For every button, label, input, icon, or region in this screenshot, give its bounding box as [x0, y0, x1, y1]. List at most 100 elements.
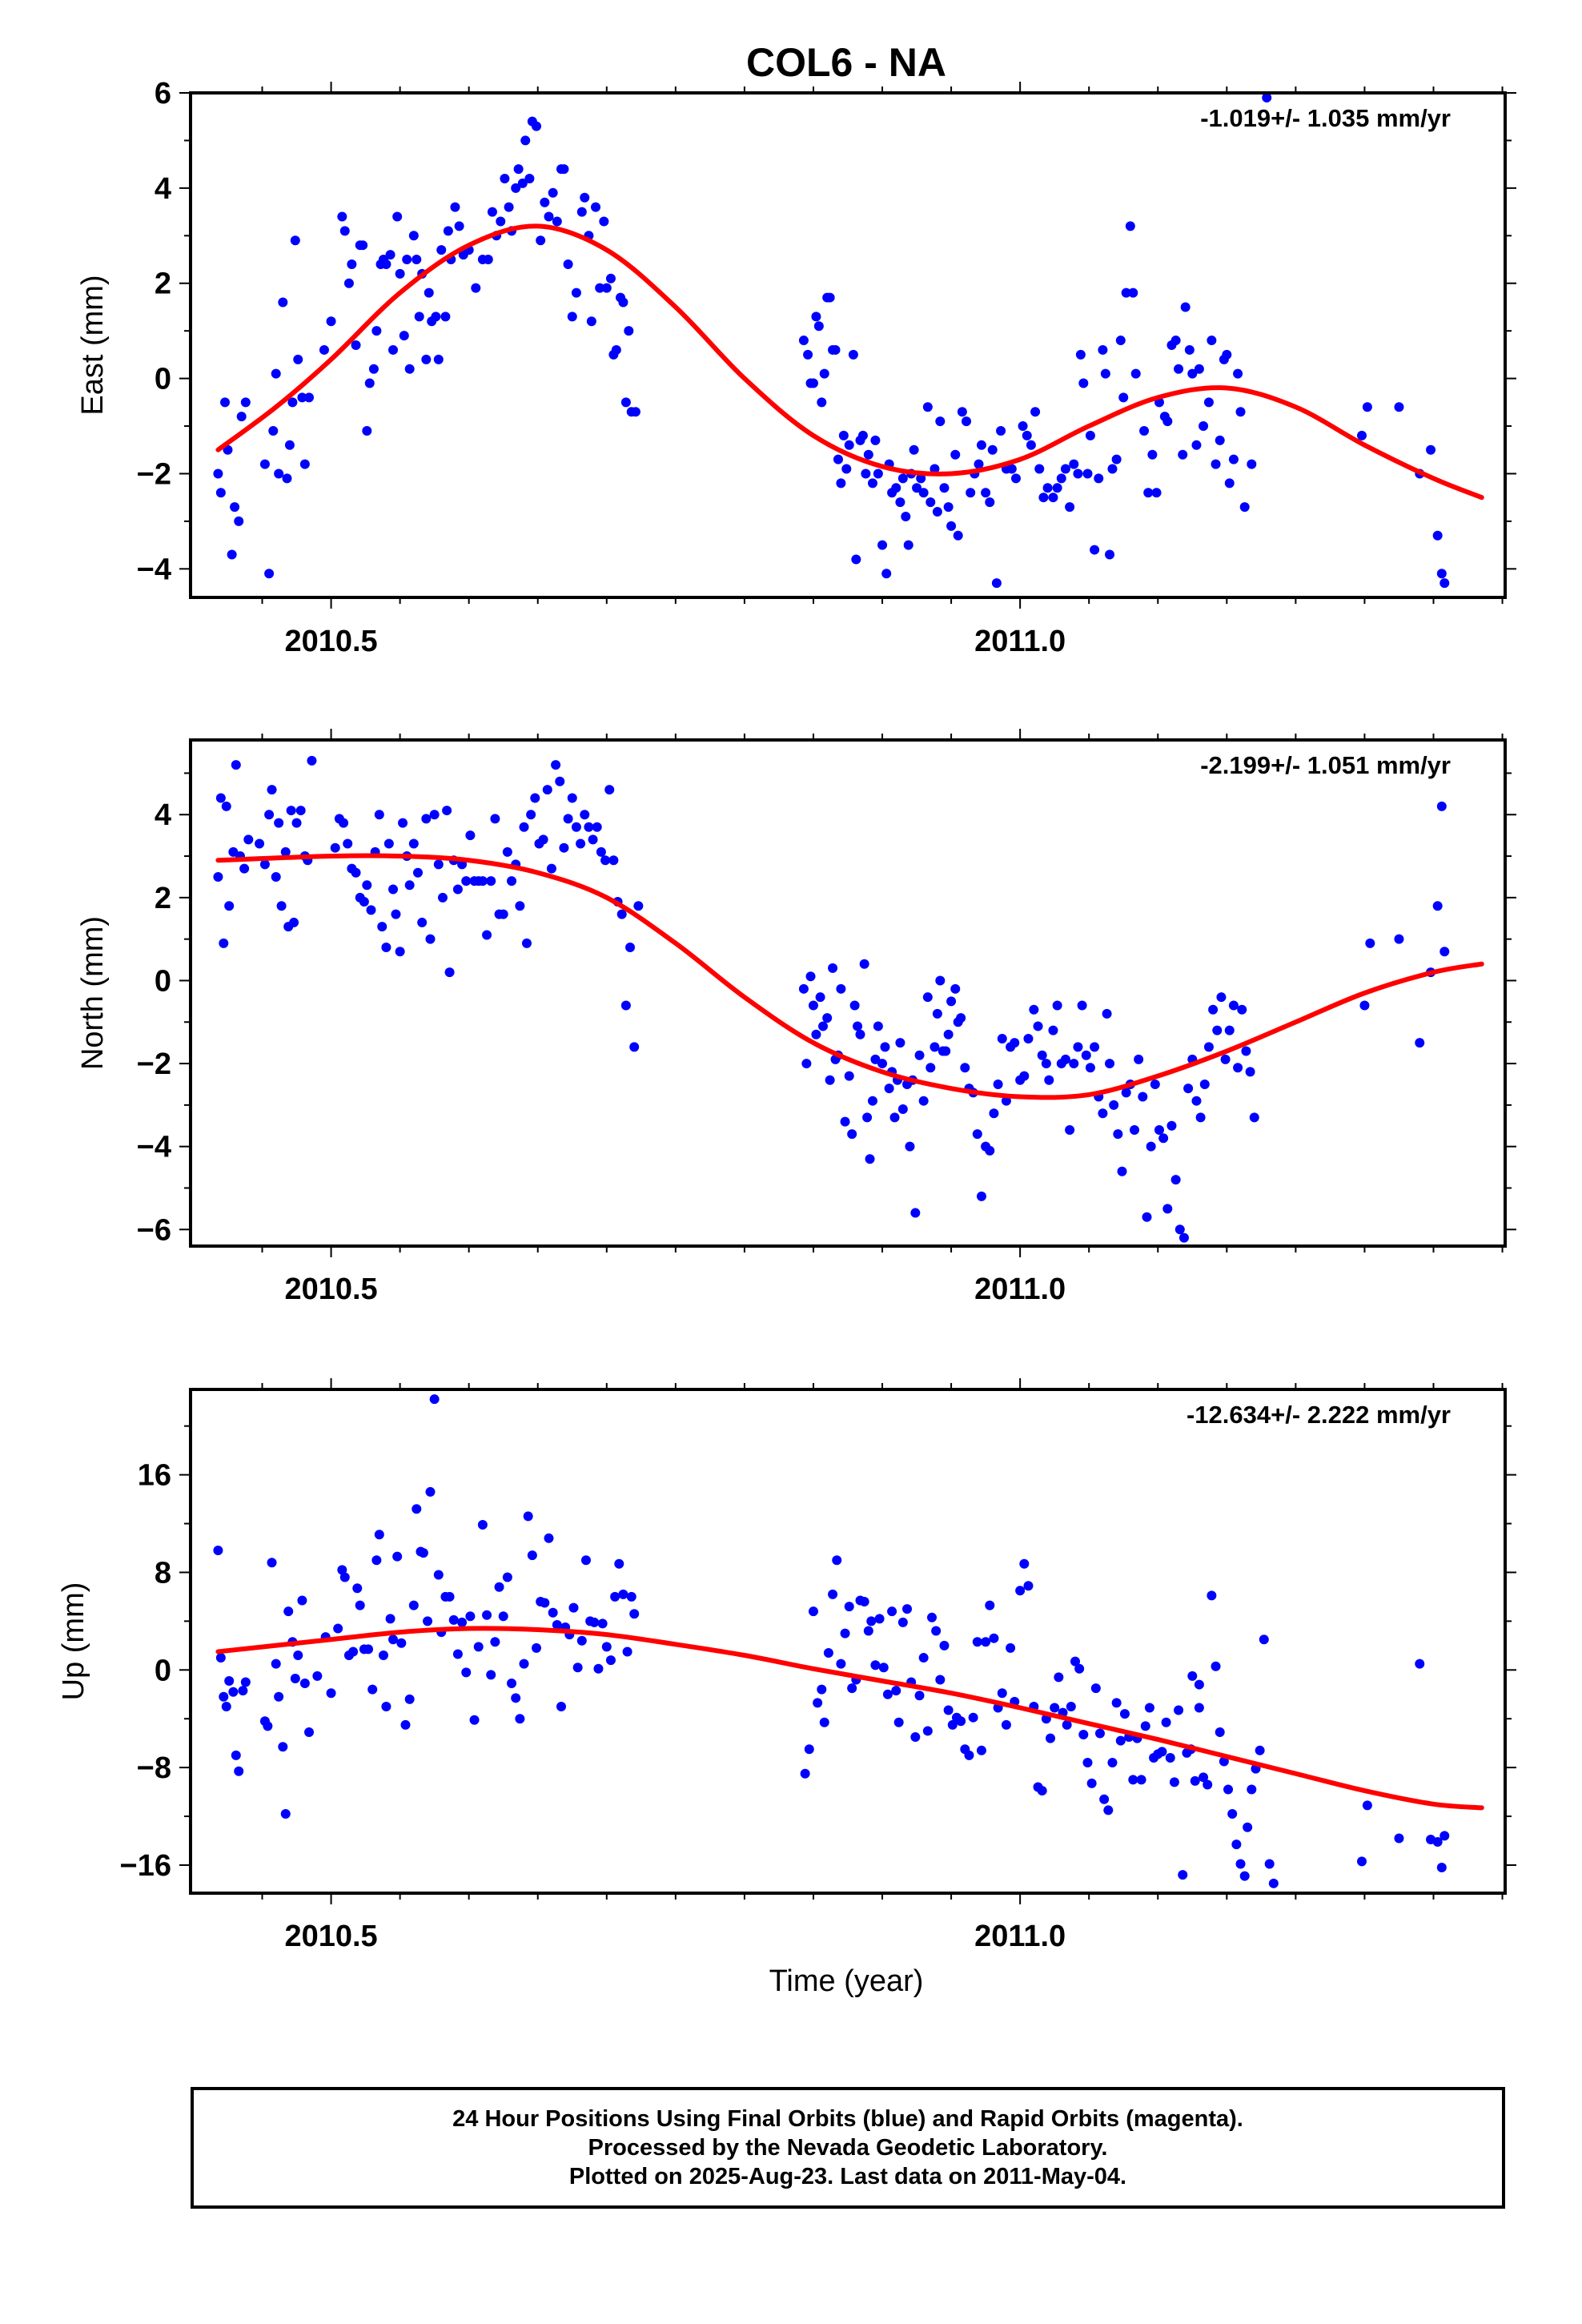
north-data-point — [425, 934, 436, 944]
north-data-point — [412, 867, 423, 878]
north-data-point — [264, 810, 275, 820]
east-data-point — [1199, 421, 1209, 432]
east-data-point — [548, 187, 558, 198]
east-data-point — [861, 468, 871, 479]
up-data-point — [910, 1732, 921, 1743]
north-data-point — [526, 810, 536, 820]
up-data-point — [219, 1691, 229, 1702]
up-data-point — [444, 1591, 455, 1602]
up-data-point — [1356, 1856, 1367, 1867]
east-data-point — [996, 425, 1006, 436]
up-data-point — [367, 1684, 378, 1695]
east-data-point — [953, 530, 963, 541]
east-data-point — [408, 231, 419, 241]
east-data-point — [337, 211, 347, 222]
east-data-point — [877, 540, 888, 550]
up-y-axis-label: Up (mm) — [57, 1582, 90, 1701]
east-data-point — [1143, 488, 1154, 498]
up-data-point — [1247, 1784, 1257, 1795]
east-data-point — [1111, 454, 1122, 464]
north-data-point — [1073, 1042, 1083, 1052]
north-data-point — [1060, 1054, 1070, 1064]
up-data-point — [461, 1667, 472, 1678]
up-data-point — [1090, 1683, 1101, 1694]
north-data-point — [1237, 1004, 1247, 1015]
north-data-point — [972, 1129, 982, 1140]
east-data-point — [605, 273, 616, 283]
east-data-point — [630, 407, 640, 417]
north-data-point — [1081, 1050, 1091, 1060]
east-data-point — [1078, 378, 1089, 388]
north-y-tick-label: −2 — [137, 1047, 171, 1081]
north-data-point — [895, 1038, 905, 1048]
north-data-point — [417, 917, 428, 927]
east-data-point — [591, 202, 601, 212]
north-data-point — [1105, 1059, 1115, 1069]
east-data-point — [471, 283, 481, 293]
north-data-point — [330, 842, 340, 853]
north-data-point — [604, 785, 615, 795]
up-data-point — [1264, 1859, 1275, 1869]
east-x-tick-label: 2010.5 — [284, 625, 377, 658]
north-data-point — [935, 975, 946, 986]
up-data-point — [429, 1394, 440, 1405]
north-data-point — [1415, 1038, 1425, 1048]
up-data-point — [832, 1555, 842, 1566]
north-data-point — [580, 810, 590, 820]
up-model-fit-line — [215, 1626, 1484, 1811]
north-data-point — [228, 846, 239, 857]
up-data-point — [498, 1611, 508, 1622]
caption-line-2: Processed by the Nevada Geodetic Laborat… — [588, 2135, 1108, 2161]
east-data-point — [1247, 459, 1257, 469]
north-data-point — [280, 846, 291, 857]
east-data-point — [431, 312, 441, 322]
up-data-point — [887, 1606, 897, 1617]
east-data-point — [620, 397, 631, 408]
north-data-point — [486, 876, 496, 887]
north-data-point — [408, 838, 419, 849]
east-data-point — [618, 297, 628, 308]
east-data-point — [916, 473, 926, 484]
north-rate-label: -2.199+/- 1.051 mm/yr — [1200, 751, 1451, 779]
up-data-point — [511, 1693, 521, 1703]
up-data-point — [457, 1617, 468, 1627]
north-data-point — [1158, 1133, 1169, 1144]
east-data-point — [388, 344, 399, 355]
east-data-point — [1073, 468, 1083, 479]
north-data-point — [836, 983, 846, 994]
north-data-point — [267, 785, 277, 795]
north-data-point — [976, 1191, 986, 1201]
east-data-point — [1203, 397, 1214, 408]
east-data-point — [1439, 578, 1450, 589]
north-data-point — [930, 1042, 940, 1052]
up-data-point — [1140, 1721, 1150, 1731]
north-data-point — [1365, 938, 1375, 948]
up-data-point — [1178, 1870, 1188, 1880]
east-y-tick-label: 4 — [155, 172, 171, 206]
north-data-point — [859, 959, 869, 969]
up-data-point — [469, 1715, 480, 1725]
east-data-point — [240, 397, 251, 408]
north-data-point — [219, 938, 229, 948]
up-data-point — [629, 1609, 640, 1619]
up-data-point — [804, 1744, 814, 1755]
up-data-point — [956, 1716, 966, 1727]
east-data-point — [1356, 430, 1367, 440]
north-data-point — [359, 897, 369, 907]
east-data-point — [392, 211, 403, 222]
east-data-point — [1228, 454, 1239, 464]
east-data-point — [830, 344, 841, 355]
up-data-point — [836, 1659, 846, 1669]
north-data-point — [576, 838, 586, 849]
east-panel: 2010.5 2011.0 −4 −2 0 2 4 6 East (mm) -1.019+/- 1… — [76, 77, 1516, 658]
north-data-point — [276, 901, 287, 911]
east-data-point — [563, 259, 573, 269]
up-data-point — [1235, 1859, 1246, 1869]
east-data-point — [576, 207, 587, 217]
up-data-point — [234, 1766, 244, 1776]
up-data-point — [486, 1670, 496, 1680]
up-data-point — [404, 1694, 415, 1704]
up-data-point — [1050, 1703, 1060, 1713]
up-data-point — [1231, 1839, 1242, 1850]
east-data-point — [1006, 464, 1017, 474]
